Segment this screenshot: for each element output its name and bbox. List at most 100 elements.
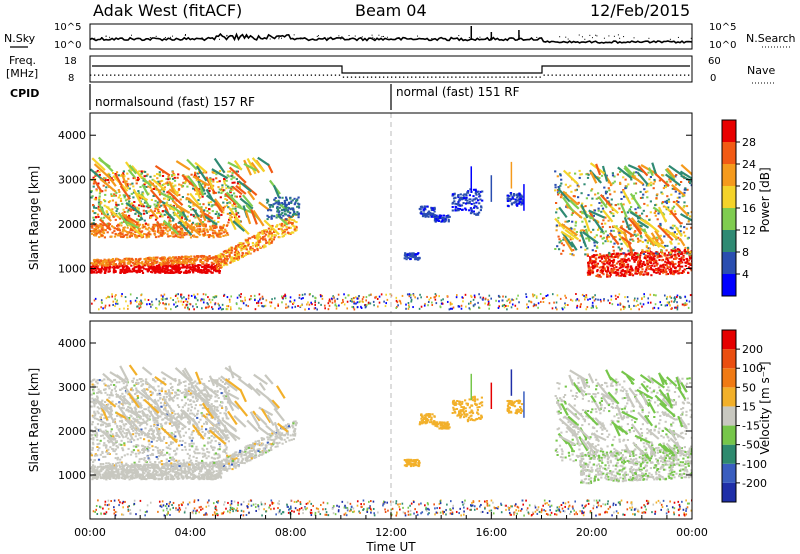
- power-cell: [546, 294, 549, 297]
- power-cell: [112, 226, 115, 229]
- power-cell: [680, 258, 683, 261]
- power-streak: [207, 178, 215, 190]
- power-cell: [587, 267, 590, 270]
- cpid-program-2: normal (fast) 151 RF: [396, 85, 520, 99]
- power-cell: [516, 193, 519, 196]
- nave-dot: [386, 76, 389, 78]
- power-cell: [639, 259, 642, 262]
- power-cell: [639, 197, 643, 199]
- power-cell: [606, 267, 610, 270]
- nave-dot: [374, 76, 377, 78]
- power-cell: [183, 296, 185, 299]
- noise-search-dot: [578, 34, 580, 36]
- power-cell: [217, 307, 220, 310]
- nave-dot: [683, 74, 686, 76]
- power-cell: [285, 203, 288, 206]
- nave-dot: [214, 74, 216, 76]
- power-cell: [464, 208, 468, 211]
- power-cell: [111, 208, 114, 211]
- power-cell: [554, 189, 557, 192]
- power-cell: [110, 260, 113, 263]
- noise-search-dot: [458, 35, 460, 37]
- power-cell: [314, 303, 316, 306]
- power-streak: [152, 179, 166, 192]
- power-cell: [203, 185, 206, 188]
- power-cell: [603, 186, 606, 189]
- power-cell: [584, 205, 587, 208]
- power-cell: [158, 268, 161, 271]
- power-cell: [152, 195, 155, 197]
- power-cell: [197, 256, 200, 259]
- power-cell: [604, 192, 608, 195]
- power-cell: [285, 228, 289, 231]
- power-cell: [476, 212, 479, 215]
- power-cell: [684, 234, 687, 237]
- power-cell: [235, 257, 238, 260]
- power-cell: [148, 230, 151, 233]
- power-cell: [506, 198, 510, 201]
- power-cell: [676, 196, 679, 199]
- power-streak: [644, 233, 656, 247]
- power-cell: [217, 263, 220, 266]
- power-cell: [278, 236, 281, 239]
- power-cell: [141, 203, 144, 206]
- power-cell: [626, 270, 629, 272]
- power-cell: [118, 229, 121, 232]
- power-cell: [679, 225, 682, 228]
- power-cell: [462, 296, 464, 299]
- power-cell: [167, 175, 170, 178]
- power-cell: [144, 182, 147, 184]
- power-cell: [618, 254, 621, 257]
- power-cell: [192, 215, 196, 218]
- noise-search-dot: [218, 38, 220, 40]
- power-cell: [510, 203, 514, 206]
- power-cell: [560, 242, 564, 245]
- power-cell: [588, 220, 591, 223]
- power-cell: [145, 262, 149, 265]
- nave-dot: [282, 74, 284, 76]
- power-cell: [674, 253, 677, 256]
- noise-search-dot: [623, 36, 625, 38]
- power-cell: [90, 269, 93, 271]
- power-cell: [518, 196, 521, 199]
- power-cell: [291, 207, 295, 210]
- power-cell: [96, 259, 99, 262]
- power-cell: [99, 223, 102, 226]
- power-cell: [620, 242, 623, 245]
- power-cell: [185, 175, 188, 178]
- power-cell: [138, 227, 141, 230]
- power-cell: [92, 205, 95, 208]
- power-cell: [330, 297, 333, 300]
- power-cell: [605, 190, 608, 193]
- power-cell: [214, 295, 217, 298]
- power-cell: [98, 263, 101, 266]
- power-cell: [185, 267, 188, 270]
- power-cell: [161, 230, 164, 233]
- power-cell: [226, 233, 230, 236]
- power-cell: [222, 250, 225, 253]
- power-cell: [690, 256, 692, 259]
- power-cell: [157, 235, 160, 238]
- power-cell: [411, 253, 414, 256]
- power-cell: [591, 271, 595, 274]
- power-cell: [162, 270, 165, 273]
- power-cell: [164, 182, 168, 185]
- power-cell: [535, 295, 538, 298]
- power-cell: [608, 253, 611, 256]
- power-cell: [623, 270, 626, 273]
- power-cell: [194, 216, 197, 219]
- power-cell: [685, 257, 688, 260]
- power-cell: [446, 216, 449, 219]
- power-cell: [92, 204, 95, 206]
- power-cell: [166, 233, 169, 236]
- power-cell: [141, 260, 144, 263]
- power-cell: [602, 273, 605, 276]
- power-cell: [120, 264, 123, 267]
- power-cell: [193, 255, 196, 258]
- power-cell: [146, 303, 148, 306]
- power-cell: [570, 190, 573, 193]
- power-cell: [604, 256, 607, 259]
- power-cell: [601, 270, 604, 272]
- power-cell: [281, 203, 284, 206]
- power-cell: [619, 266, 623, 269]
